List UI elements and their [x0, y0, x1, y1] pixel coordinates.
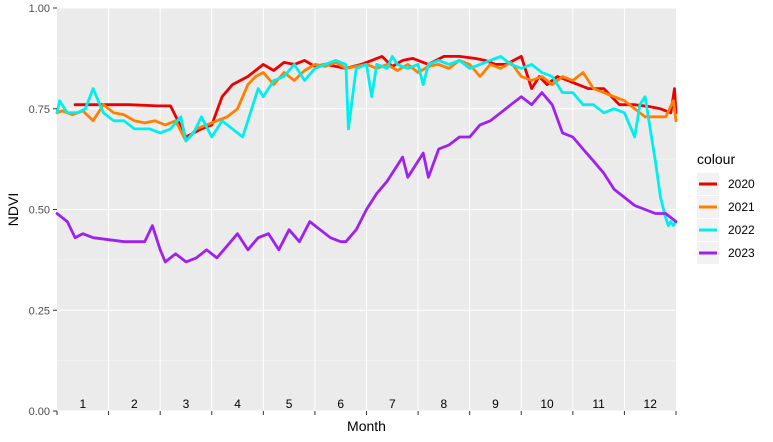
- month-label: 11: [592, 397, 605, 411]
- month-label: 12: [644, 397, 658, 411]
- series-lines: [55, 55, 678, 264]
- month-label: 3: [183, 397, 190, 411]
- series-line-2022: [55, 55, 678, 228]
- axes: 0.000.250.500.751.001 2 3 4 5 6 7 8 9 10 11 12: [29, 3, 677, 418]
- series-line-2023: [55, 91, 678, 264]
- month-label: 5: [286, 397, 293, 411]
- month-label: 9: [492, 397, 499, 411]
- legend-title: colour: [697, 151, 735, 167]
- month-label: 8: [441, 397, 448, 411]
- y-tick-label: 0.25: [29, 305, 50, 317]
- legend-label-2020: 2020: [728, 177, 755, 191]
- legend-label-2022: 2022: [728, 223, 755, 237]
- y-tick-label: 0.75: [29, 104, 50, 116]
- month-label: 7: [389, 397, 396, 411]
- month-label: 10: [540, 397, 554, 411]
- legend: colour 2020 2021 2022 2023: [697, 151, 755, 264]
- legend-label-2023: 2023: [728, 246, 755, 260]
- series-line-2020: [73, 55, 678, 139]
- month-label: 2: [131, 397, 138, 411]
- y-tick-label: 1.00: [29, 3, 50, 15]
- month-label: 4: [234, 397, 241, 411]
- month-label: 6: [337, 397, 344, 411]
- y-tick-label: 0.50: [29, 205, 50, 217]
- legend-label-2021: 2021: [728, 200, 755, 214]
- y-tick-label: 0.00: [29, 406, 50, 418]
- month-label: 1: [79, 397, 86, 411]
- y-axis-title: NDVI: [5, 193, 21, 226]
- x-axis-title: Month: [347, 418, 386, 434]
